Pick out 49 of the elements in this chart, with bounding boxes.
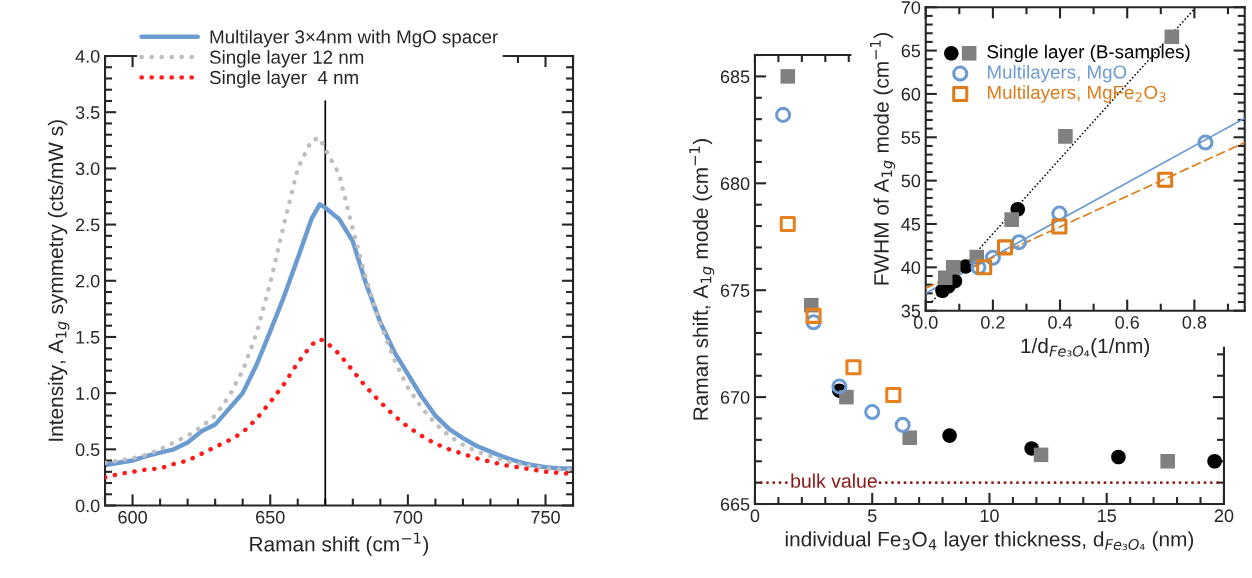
x-tick-label: 0.8	[1182, 316, 1207, 329]
y-tick-label: 55	[901, 131, 921, 144]
x-tick-label: 5	[867, 509, 877, 523]
y-tick-label: 3.0	[75, 162, 100, 176]
ref-line-label: bulk value	[791, 473, 877, 488]
y-tick-label: 70	[901, 1, 921, 14]
y-tick-label: 1.0	[76, 387, 100, 400]
x-axis-title: Raman shift (cm$^{−1}$)	[250, 532, 429, 556]
y-tick-label: 60	[901, 87, 921, 101]
x-tick-label: 0.0	[913, 316, 938, 329]
y-tick-label: 35	[901, 304, 921, 318]
x-tick-label: 20	[1214, 509, 1234, 523]
y-tick-label: 40	[901, 261, 921, 275]
y-axis-title: Intensity, A$_{1g}$ symmetry (cts/mW s)	[47, 120, 70, 441]
x-tick-label: 0.6	[1115, 316, 1139, 329]
y-tick-label: 685	[720, 70, 750, 84]
y-tick-label: 670	[720, 391, 750, 404]
y-tick-label: 2.5	[75, 218, 100, 232]
legend-label: Multilayers, MgFe$_{2}$O$_{3}$	[988, 85, 1166, 103]
y-tick-label: 65	[901, 44, 921, 58]
y-tick-label: 3.5	[75, 106, 100, 119]
legend-label: Single layer 12 nm	[209, 50, 364, 68]
y-axis-title: Raman shift, A$_{1g}$ mode (cm$^{−1}$)	[689, 139, 715, 420]
x-tick-label: 600	[118, 510, 147, 524]
x-tick-label: 15	[1098, 509, 1116, 523]
x-tick-label: 10	[980, 509, 999, 523]
y-axis-title: FWHM of A$_{1g}$ mode (cm$^{−1}$)	[870, 32, 896, 285]
y-tick-label: 0.5	[75, 443, 100, 457]
y-tick-label: 4.0	[75, 49, 100, 63]
x-tick-label: 700	[393, 510, 423, 524]
x-tick-label: 0	[750, 509, 760, 523]
y-tick-label: 45	[901, 218, 921, 231]
legend-label: Single layer 4 nm	[209, 70, 358, 88]
y-tick-label: 0.0	[75, 499, 100, 513]
x-tick-label: 750	[531, 510, 560, 524]
y-tick-label: 680	[720, 177, 750, 191]
x-tick-label: 0.4	[1048, 316, 1073, 329]
y-tick-label: 675	[720, 284, 750, 297]
x-tick-label: 0.2	[981, 316, 1005, 329]
x-axis-title: individual Fe$_{3}$O$_{4}$ layer thickness, d$_{Fe₃O₄}$ (nm)	[785, 531, 1194, 551]
y-tick-label: 50	[901, 174, 921, 188]
y-tick-label: 2.0	[75, 274, 100, 288]
x-tick-label: 650	[256, 510, 285, 524]
x-axis-title: 1/d$_{Fe₃O₄}$(1/nm)	[1021, 337, 1150, 358]
legend-label: Multilayer 3×4nm with MgO spacer	[210, 29, 498, 48]
legend-label: Single layer (B-samples)	[987, 44, 1190, 63]
legend-label: Multilayers, MgO	[988, 64, 1127, 83]
y-tick-label: 1.5	[76, 331, 100, 344]
y-tick-label: 665	[720, 497, 750, 511]
